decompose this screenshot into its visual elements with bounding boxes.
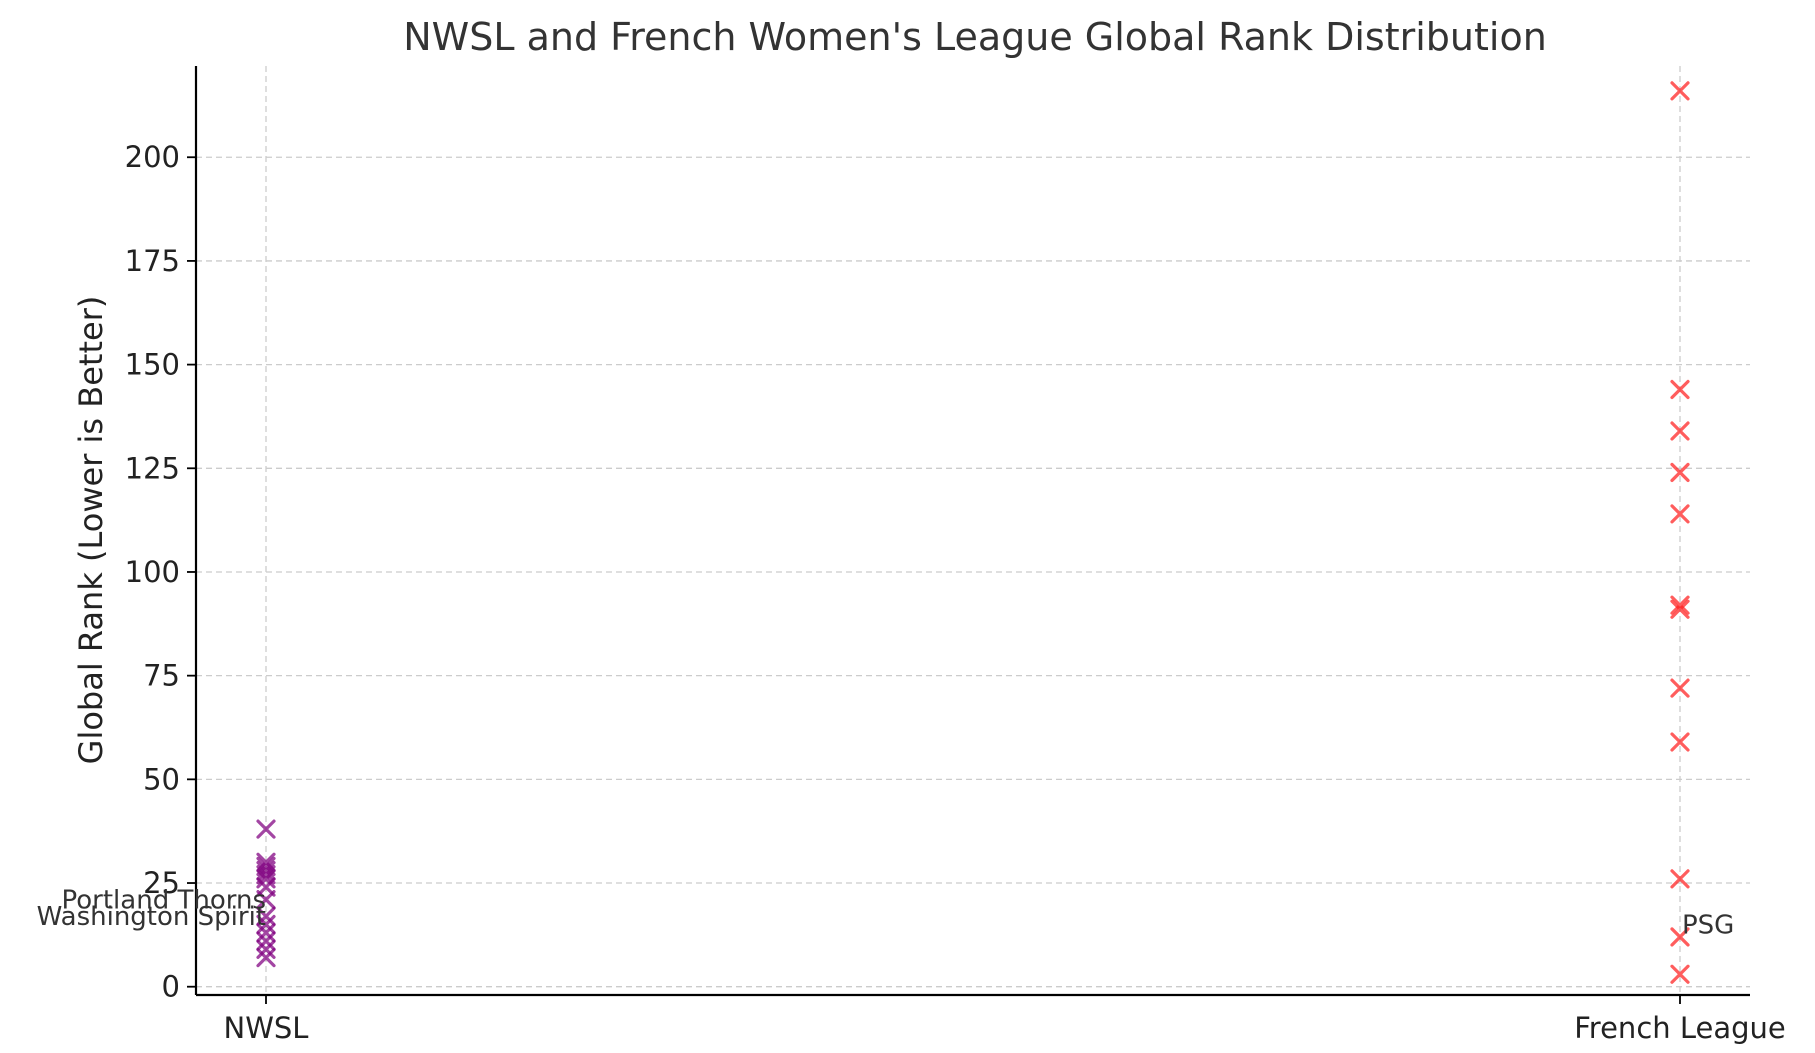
data-point bbox=[1670, 462, 1690, 483]
data-point bbox=[256, 923, 276, 943]
chart-title: NWSL and French Women's League Global Ra… bbox=[403, 15, 1547, 59]
data-point bbox=[256, 856, 276, 877]
data-point bbox=[256, 819, 276, 839]
y-tick-label: 75 bbox=[143, 659, 180, 693]
data-point bbox=[256, 860, 276, 881]
data-point bbox=[256, 852, 276, 872]
data-point bbox=[1670, 869, 1690, 889]
data-point bbox=[1670, 379, 1690, 400]
axes bbox=[194, 66, 1750, 997]
x-tick-label: NWSL bbox=[224, 1011, 309, 1045]
x-tick-label: French League bbox=[1574, 1011, 1786, 1045]
data-point bbox=[256, 914, 276, 935]
y-tick-label: 200 bbox=[125, 140, 180, 174]
data-point bbox=[1670, 732, 1690, 752]
y-tick-label: 25 bbox=[143, 866, 180, 900]
grid-lines bbox=[196, 66, 1750, 995]
annotation-label: PSG bbox=[1682, 910, 1734, 940]
y-tick-label: 150 bbox=[125, 348, 180, 382]
data-point bbox=[1670, 599, 1690, 619]
data-point bbox=[1670, 421, 1690, 441]
y-tick-label: 175 bbox=[125, 244, 180, 278]
data-point bbox=[256, 931, 276, 951]
data-point bbox=[1670, 81, 1690, 101]
y-tick-label: 0 bbox=[162, 970, 180, 1004]
y-tick-label: 125 bbox=[125, 451, 180, 485]
axis-ticks: 0 25 50 75 100 125 150 175 200 NWSL French League bbox=[125, 140, 1786, 1045]
y-tick-label: 100 bbox=[125, 555, 180, 589]
data-points bbox=[256, 81, 1690, 984]
data-point bbox=[256, 948, 276, 968]
annotation-label: Portland Thorns bbox=[62, 886, 266, 916]
data-point bbox=[1670, 678, 1690, 698]
data-point bbox=[256, 939, 276, 959]
y-tick-label: 50 bbox=[143, 762, 180, 796]
data-point bbox=[1670, 504, 1690, 524]
data-point bbox=[1670, 964, 1690, 984]
data-point bbox=[1670, 927, 1690, 947]
annotation-label: Washington Spirit bbox=[37, 902, 266, 932]
data-point bbox=[256, 906, 276, 926]
y-axis-label: Global Rank (Lower is Better) bbox=[72, 296, 110, 765]
data-point bbox=[1670, 595, 1690, 615]
